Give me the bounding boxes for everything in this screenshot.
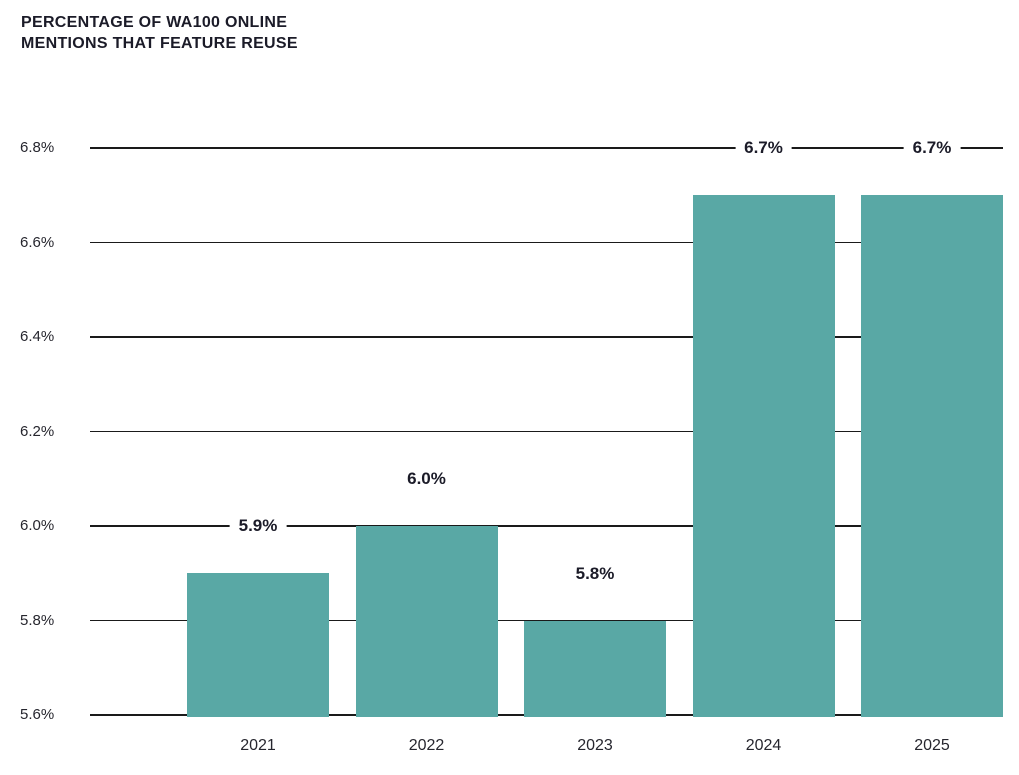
bar-2025 xyxy=(861,195,1003,717)
bar-value-label: 5.9% xyxy=(229,515,287,538)
bar-value-label: 5.8% xyxy=(566,562,624,585)
y-axis-tick-label: 6.8% xyxy=(20,139,55,156)
y-axis-tick-label: 6.0% xyxy=(20,517,55,534)
x-axis-label: 2024 xyxy=(745,737,782,754)
bar-2021 xyxy=(187,573,329,717)
y-axis-tick-label: 5.8% xyxy=(20,611,55,629)
y-axis-tick-label: 6.4% xyxy=(20,328,55,345)
bar-2023 xyxy=(524,620,666,717)
bar-value-label: 6.7% xyxy=(735,137,792,160)
y-axis-tick-label: 6.6% xyxy=(20,233,55,251)
y-axis-tick-label: 5.6% xyxy=(20,706,55,723)
bar-value-label: 6.7% xyxy=(903,137,961,160)
bar-value-label: 6.0% xyxy=(398,468,455,490)
y-axis-tick-label: 6.2% xyxy=(20,422,55,440)
x-axis-label: 2025 xyxy=(914,737,950,754)
chart-title-line2: MENTIONS THAT FEATURE REUSE xyxy=(21,35,298,52)
bar-2022 xyxy=(355,526,498,717)
chart-title-line1: PERCENTAGE OF WA100 ONLINE xyxy=(21,14,288,31)
bar-2024 xyxy=(692,195,835,717)
gridline-6.6% xyxy=(90,241,1003,244)
chart-title: PERCENTAGE OF WA100 ONLINE MENTIONS THAT… xyxy=(21,12,298,54)
gridline-6.2% xyxy=(90,430,1003,433)
gridline-6.8% xyxy=(90,147,1003,149)
gridline-6.0% xyxy=(90,525,1003,527)
gridline-6.4% xyxy=(90,336,1003,338)
x-axis-label: 2023 xyxy=(577,737,613,754)
x-axis-label: 2022 xyxy=(408,737,445,754)
x-axis-label: 2021 xyxy=(240,737,276,754)
